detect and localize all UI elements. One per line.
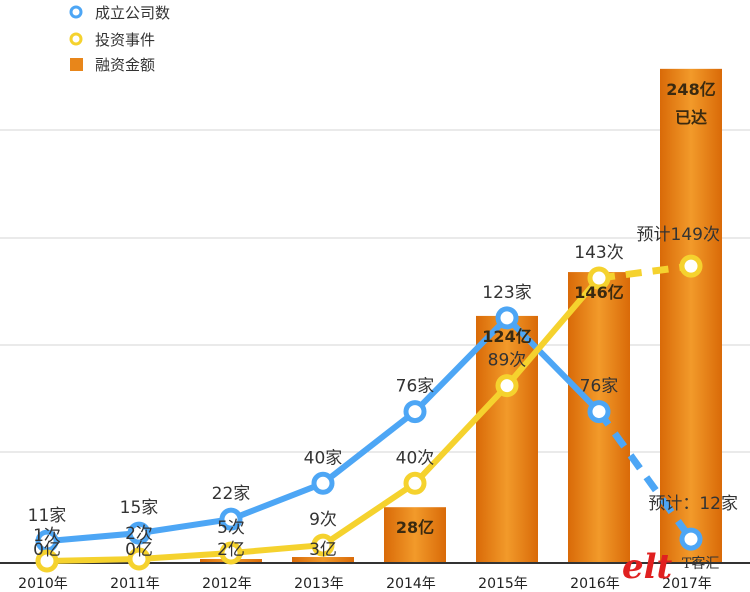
- label-company-3: 40家: [304, 448, 343, 468]
- label-bar-0: 0亿: [33, 540, 61, 560]
- legend-label-financing-amount: 融资金额: [95, 56, 155, 74]
- x-tick-7: 2017年: [662, 576, 712, 592]
- legend-marker-investment-events: [69, 32, 83, 46]
- label-company-5: 123家: [482, 283, 531, 303]
- x-tick-1: 2011年: [110, 576, 160, 592]
- x-axis-ticks: 2010年 2011年 2012年 2013年 2014年 2015年 2016年 2017年: [18, 576, 712, 592]
- watermark-text: T客汇: [682, 555, 719, 572]
- label-invest-1: 2次: [125, 524, 153, 544]
- x-tick-3: 2013年: [294, 576, 344, 592]
- gridlines: [0, 129, 750, 453]
- label-bar-7: 248亿: [666, 80, 715, 99]
- legend-marker-financing-amount: [70, 58, 83, 71]
- label-invest-6: 143次: [574, 243, 623, 263]
- label-company-2: 22家: [212, 484, 251, 504]
- point-1-2: [219, 541, 243, 565]
- point-1-5: [495, 374, 519, 398]
- label-bar-1: 0亿: [125, 540, 153, 560]
- bar-3: [292, 557, 354, 563]
- watermark-logo: elt: [622, 547, 673, 587]
- point-1-0: [35, 549, 59, 573]
- label-company-7: 预计：12家: [648, 494, 738, 514]
- point-0-5: [495, 306, 519, 330]
- bar-7: [660, 68, 722, 563]
- point-0-6: [587, 400, 611, 424]
- legend-label-investment-events: 投资事件: [95, 31, 155, 49]
- legend-item-company-count: 成立公司数: [69, 4, 170, 22]
- label-invest-0: 1次: [33, 526, 61, 546]
- label-invest-2: 5次: [217, 518, 245, 538]
- chart-legend: 成立公司数 投资事件 融资金额: [69, 4, 170, 74]
- legend-label-company-count: 成立公司数: [95, 4, 170, 22]
- legend-marker-company-count: [69, 5, 83, 19]
- legend-item-investment-events: 投资事件: [69, 31, 155, 49]
- point-1-6: [587, 266, 611, 290]
- point-0-3: [311, 471, 335, 495]
- x-tick-5: 2015年: [478, 576, 528, 592]
- bar-4: [384, 507, 446, 563]
- watermark: elt T客汇: [622, 547, 719, 587]
- label-invest-4: 40次: [396, 448, 435, 468]
- label-company-6: 76家: [580, 377, 619, 397]
- point-1-7: [679, 254, 703, 278]
- label-bar-2: 2亿: [217, 540, 245, 560]
- label-invest-5: 89次: [488, 351, 527, 371]
- label-bar-5: 124亿: [482, 327, 531, 346]
- label-company-4: 76家: [396, 377, 435, 397]
- point-1-1: [127, 547, 151, 571]
- label-company-1: 15家: [120, 498, 159, 518]
- x-tick-4: 2014年: [386, 576, 436, 592]
- bar-series: [200, 68, 722, 563]
- point-0-2: [219, 507, 243, 531]
- label-bar-6: 146亿: [574, 283, 623, 302]
- point-0-7: [679, 527, 703, 551]
- x-tick-6: 2016年: [570, 576, 620, 592]
- x-tick-2: 2012年: [202, 576, 252, 592]
- label-bar-3: 3亿: [309, 540, 337, 560]
- point-0-1: [127, 521, 151, 545]
- line-series: [35, 254, 703, 573]
- line-1-projected: [598, 262, 692, 282]
- label-invest-3: 9次: [309, 510, 337, 530]
- x-tick-0: 2010年: [18, 576, 68, 592]
- label-bar-annotation-0: 已达: [675, 108, 707, 127]
- point-1-4: [403, 471, 427, 495]
- label-company-0: 11家: [28, 506, 67, 526]
- point-1-3: [311, 533, 335, 557]
- label-invest-7: 预计149次: [637, 225, 720, 245]
- label-bar-4: 28亿: [396, 518, 434, 537]
- legend-item-financing-amount: 融资金额: [70, 56, 155, 74]
- point-0-4: [403, 400, 427, 424]
